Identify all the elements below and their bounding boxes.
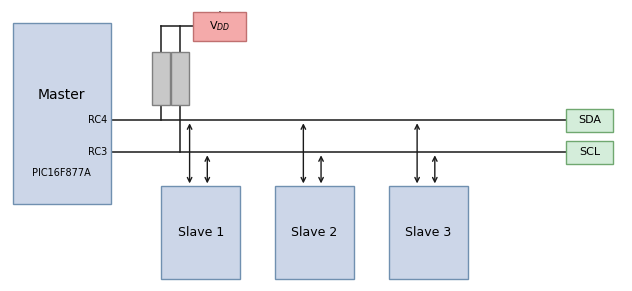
Text: Slave 1: Slave 1 [178,226,224,239]
Bar [389,186,468,279]
Text: Master: Master [38,88,85,102]
Text: PIC16F877A: PIC16F877A [32,168,91,178]
Bar [161,186,240,279]
Bar [566,141,613,164]
Text: RC4: RC4 [88,116,107,125]
Text: SDA: SDA [578,116,601,125]
Bar [171,52,189,105]
Bar [152,52,170,105]
Bar [566,109,613,132]
Text: Slave 2: Slave 2 [291,226,337,239]
Text: RC3: RC3 [88,148,107,157]
Bar [13,23,111,204]
Bar [193,12,246,41]
Bar [275,186,354,279]
Text: Slave 3: Slave 3 [405,226,451,239]
Text: SCL: SCL [579,148,600,157]
Text: V$_{DD}$: V$_{DD}$ [209,19,230,33]
